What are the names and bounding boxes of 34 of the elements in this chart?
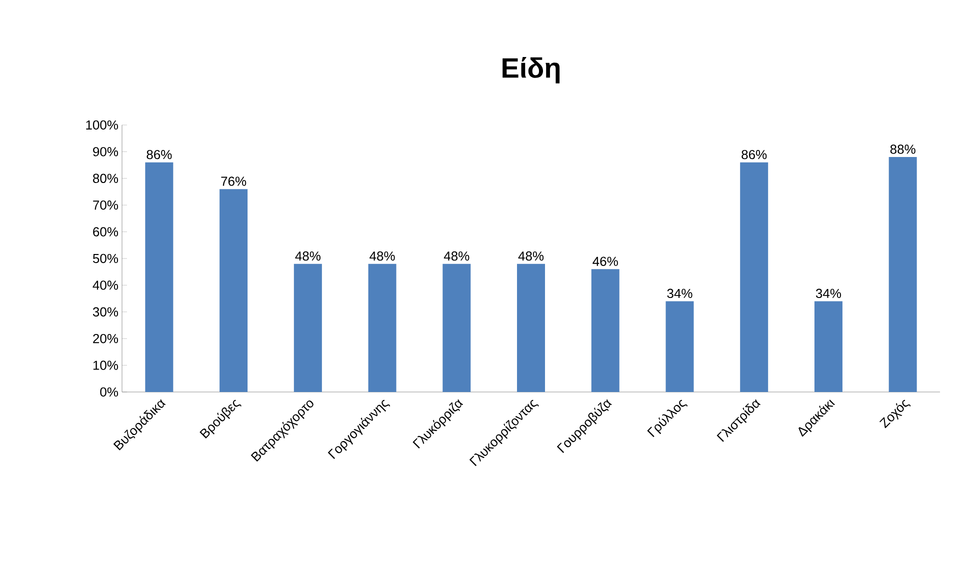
data-label: 48% bbox=[370, 251, 395, 261]
bar bbox=[740, 162, 768, 392]
bar bbox=[591, 269, 620, 392]
y-tick-label: 60% bbox=[93, 227, 118, 236]
data-label: 88% bbox=[890, 144, 916, 154]
y-tick-label: 80% bbox=[93, 174, 118, 183]
y-tick-label: 40% bbox=[92, 280, 118, 290]
data-label: 34% bbox=[816, 288, 842, 298]
data-label: 48% bbox=[444, 251, 470, 261]
bar bbox=[220, 189, 248, 392]
data-label: 86% bbox=[742, 150, 767, 160]
bar bbox=[442, 264, 471, 392]
bar bbox=[517, 264, 546, 392]
y-tick-label: 100% bbox=[86, 120, 118, 130]
y-tick-label: 70% bbox=[93, 200, 118, 210]
data-label: 86% bbox=[146, 150, 172, 160]
data-label: 76% bbox=[221, 176, 246, 186]
y-tick-label: 20% bbox=[93, 334, 118, 344]
chart-title: Είδη bbox=[502, 57, 560, 84]
bar bbox=[888, 157, 917, 392]
bar bbox=[814, 301, 842, 392]
data-label: 46% bbox=[592, 256, 618, 266]
bar bbox=[294, 264, 322, 392]
y-tick-label: 50% bbox=[92, 254, 118, 264]
y-tick-label: 10% bbox=[93, 360, 118, 370]
y-tick-label: 0% bbox=[100, 387, 118, 397]
data-label: 48% bbox=[518, 251, 544, 261]
bar bbox=[145, 162, 174, 392]
bar bbox=[666, 301, 694, 392]
data-label: 48% bbox=[295, 251, 320, 261]
y-tick-label: 90% bbox=[93, 147, 118, 156]
data-label: 34% bbox=[667, 288, 692, 298]
bar bbox=[368, 264, 396, 392]
y-tick-label: 30% bbox=[92, 307, 118, 316]
